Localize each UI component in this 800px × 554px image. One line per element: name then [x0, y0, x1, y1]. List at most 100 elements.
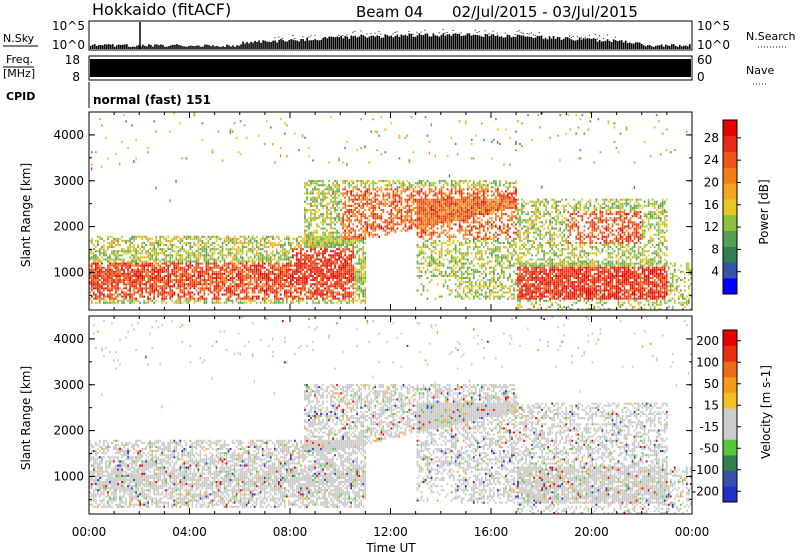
echo-cell: [336, 182, 338, 185]
echo-cell: [105, 287, 107, 290]
echo-cell: [221, 256, 224, 259]
nsky-bar: [544, 37, 547, 49]
echo-cell: [306, 196, 308, 199]
echo-cell: [308, 246, 310, 249]
echo-cell: [342, 268, 344, 271]
echo-cell: [139, 281, 141, 284]
echo-cell: [159, 260, 162, 263]
echo-cell: [358, 289, 361, 292]
echo-cell: [89, 250, 91, 253]
echo-cell: [292, 254, 294, 257]
echo-cell: [121, 254, 123, 257]
echo-cell: [408, 194, 411, 197]
echo-cell: [153, 295, 156, 298]
echo-cell: [310, 246, 312, 249]
echo-cell: [350, 264, 353, 267]
echo-cell: [149, 287, 152, 290]
echo-cell: [348, 200, 350, 203]
nsky-bar: [406, 35, 409, 49]
nsearch-dot: [392, 33, 394, 35]
echo-cell: [330, 200, 332, 203]
echo-cell: [344, 204, 346, 207]
echo-cell: [316, 283, 318, 286]
echo-cell: [346, 204, 348, 207]
echo-cell: [247, 272, 250, 275]
echo-cell: [360, 274, 363, 277]
echo-cell: [149, 241, 152, 244]
echo-cell: [328, 289, 330, 292]
echo-cell: [440, 272, 443, 275]
echo-cell: [304, 252, 306, 255]
echo-cell: [241, 289, 244, 292]
echo-cell: [165, 258, 168, 261]
echo-cell: [342, 194, 344, 197]
echo-cell: [263, 291, 266, 294]
echo-cell: [235, 250, 238, 253]
echo-cell: [300, 268, 302, 271]
echo-cell: [376, 217, 379, 220]
echo-cell: [336, 215, 338, 218]
echo-cell: [247, 235, 250, 238]
echo-cell: [346, 262, 348, 265]
echo-cell: [169, 295, 172, 298]
echo-cell: [283, 252, 286, 255]
echo-cell: [308, 237, 310, 240]
echo-cell: [342, 241, 344, 244]
echo-cell: [135, 287, 137, 290]
nsky-bar: [502, 37, 505, 49]
nsearch-dot: [446, 32, 448, 34]
echo-cell: [318, 217, 320, 220]
echo-cell: [350, 268, 353, 271]
echo-cell: [121, 301, 123, 304]
nsky-bar: [626, 43, 629, 49]
echo-cell: [434, 268, 437, 271]
echo-cell: [354, 241, 357, 244]
echo-cell: [342, 297, 344, 300]
echo-cell: [346, 301, 348, 304]
echo-cell: [269, 279, 272, 282]
echo-cell: [181, 274, 184, 277]
echo-cell: [279, 266, 282, 269]
echo-cell: [219, 281, 222, 284]
echo-cell: [287, 258, 290, 261]
nsky-bar: [462, 35, 465, 49]
echo-cell: [197, 254, 200, 257]
echo-cell: [237, 268, 240, 271]
echo-cell: [107, 268, 109, 271]
echo-cell: [440, 192, 443, 195]
echo-cell: [420, 225, 423, 228]
echo-cell: [191, 250, 194, 253]
echo-cell: [287, 295, 290, 298]
echo-cell: [195, 250, 198, 253]
echo-cell: [328, 246, 330, 249]
nsearch-dot: [444, 32, 446, 34]
echo-cell: [267, 268, 270, 271]
echo-cell: [316, 231, 318, 234]
echo-cell: [366, 223, 369, 226]
echo-cell: [390, 219, 393, 222]
echo-cell: [344, 246, 346, 249]
echo-cell: [97, 266, 99, 269]
echo-cell: [412, 206, 415, 209]
echo-cell: [304, 254, 306, 257]
echo-cell: [203, 258, 206, 261]
echo-cell: [281, 268, 284, 271]
echo-cell: [348, 270, 350, 273]
echo-cell: [211, 252, 214, 255]
echo-cell: [342, 283, 344, 286]
echo-cell: [290, 260, 292, 263]
echo-cell: [306, 188, 308, 191]
echo-cell: [320, 198, 322, 201]
echo-cell: [205, 285, 208, 288]
echo-cell: [147, 274, 149, 277]
echo-cell: [370, 233, 373, 236]
echo-cell: [318, 262, 320, 265]
echo-cell: [239, 270, 242, 273]
echo-cell: [380, 202, 383, 205]
echo-cell: [344, 270, 346, 273]
echo-cell: [219, 270, 222, 273]
echo-cell: [416, 260, 419, 263]
echo-cell: [318, 188, 320, 191]
echo-cell: [296, 266, 298, 269]
echo-cell: [107, 274, 109, 277]
